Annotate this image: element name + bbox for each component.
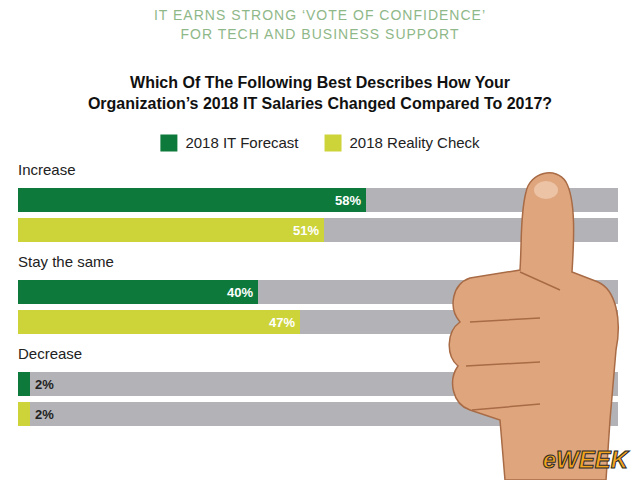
bar xyxy=(18,218,324,242)
legend-swatch xyxy=(325,135,342,152)
title: Which Of The Following Best Describes Ho… xyxy=(88,74,552,112)
bar xyxy=(18,372,30,396)
category-label: Increase xyxy=(18,161,76,178)
bar xyxy=(18,280,258,304)
data-label: 40% xyxy=(227,285,253,300)
data-label: 58% xyxy=(335,193,361,208)
data-label: 2% xyxy=(35,377,54,392)
chart: IT EARNS STRONG ‘VOTE OF CONFIDENCE’ FOR … xyxy=(0,0,640,480)
thumbs-up-hand xyxy=(449,173,618,480)
legend-swatch xyxy=(160,135,177,152)
bar xyxy=(18,310,300,334)
title-line: Which Of The Following Best Describes Ho… xyxy=(130,74,510,91)
hand-lines xyxy=(466,272,560,410)
bars xyxy=(18,188,366,426)
thumb-nail xyxy=(534,181,558,199)
bar xyxy=(18,188,366,212)
category-label: Stay the same xyxy=(18,253,114,270)
bar xyxy=(18,402,30,426)
title-line: Organization’s 2018 IT Salaries Changed … xyxy=(88,95,552,112)
data-label: 47% xyxy=(269,315,295,330)
legend-label: 2018 IT Forecast xyxy=(185,134,299,151)
labels: Increase 58% 51% Stay the same 40% 47% Decreas… xyxy=(18,161,361,422)
category-label: Decrease xyxy=(18,345,82,362)
data-label: 2% xyxy=(35,407,54,422)
legend-label: 2018 Reality Check xyxy=(350,134,481,151)
legend: 2018 IT Forecast 2018 Reality Check xyxy=(160,134,480,152)
header-line: IT EARNS STRONG ‘VOTE OF CONFIDENCE’ xyxy=(154,7,486,23)
data-label: 51% xyxy=(293,223,319,238)
header-line: FOR TECH AND BUSINESS SUPPORT xyxy=(181,26,460,42)
header: IT EARNS STRONG ‘VOTE OF CONFIDENCE’ FOR … xyxy=(154,7,486,42)
logo: eWEEK xyxy=(543,446,630,473)
hand-shape xyxy=(449,173,618,480)
